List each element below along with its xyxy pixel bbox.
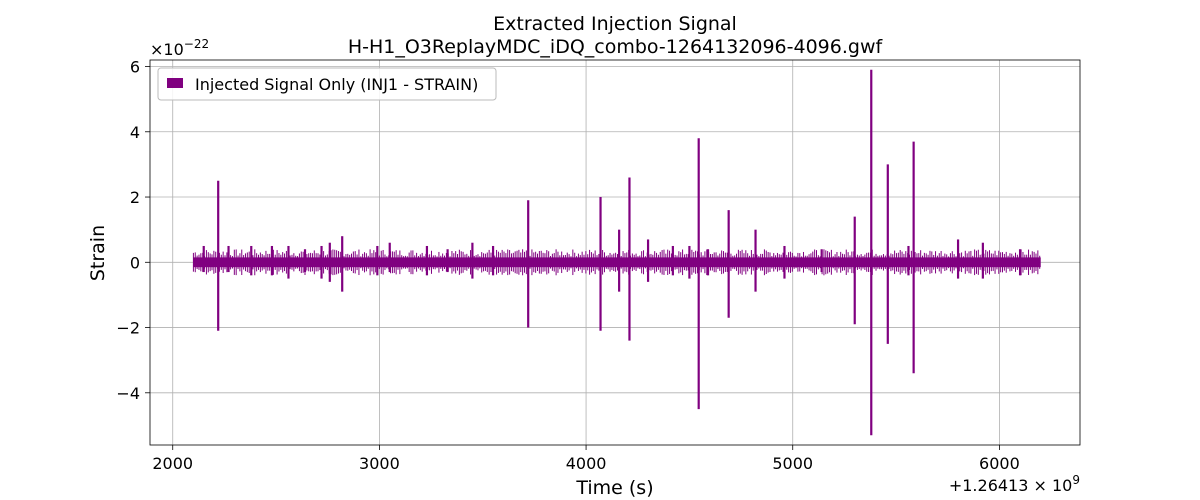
y-tick-label: −4 [116,384,140,403]
y-tick-label: 4 [130,123,140,142]
chart-title: Extracted Injection Signal [493,13,737,35]
chart-subtitle: H-H1_O3ReplayMDC_iDQ_combo-1264132096-40… [348,36,884,58]
x-tick-label: 2000 [152,454,193,473]
x-tick-label: 4000 [566,454,607,473]
x-axis-label: Time (s) [575,477,653,499]
legend-swatch [167,78,183,88]
y-axis-label: Strain [87,225,109,281]
x-tick-label: 3000 [359,454,400,473]
x-offset-label: +1.26413 × 109 [949,473,1080,495]
legend-box [157,67,497,101]
x-axis-ticks: 2000 3000 4000 5000 6000 [152,445,1020,473]
y-tick-label: −2 [116,319,140,338]
plot-frame [149,59,1081,446]
y-tick-label: 0 [130,253,140,272]
series-layer [192,69,1041,436]
y-axis-ticks: −4 −2 0 2 4 6 [116,58,150,403]
legend-entry-label: Injected Signal Only (INJ1 - STRAIN) [195,75,478,94]
legend: Injected Signal Only (INJ1 - STRAIN) [157,67,497,101]
x-tick-label: 6000 [979,454,1020,473]
plot-area [149,59,1081,446]
y-tick-label: 2 [130,188,140,207]
x-tick-label: 5000 [772,454,813,473]
y-multiplier-label: ×10−22 [150,37,209,59]
y-tick-label: 6 [130,58,140,77]
